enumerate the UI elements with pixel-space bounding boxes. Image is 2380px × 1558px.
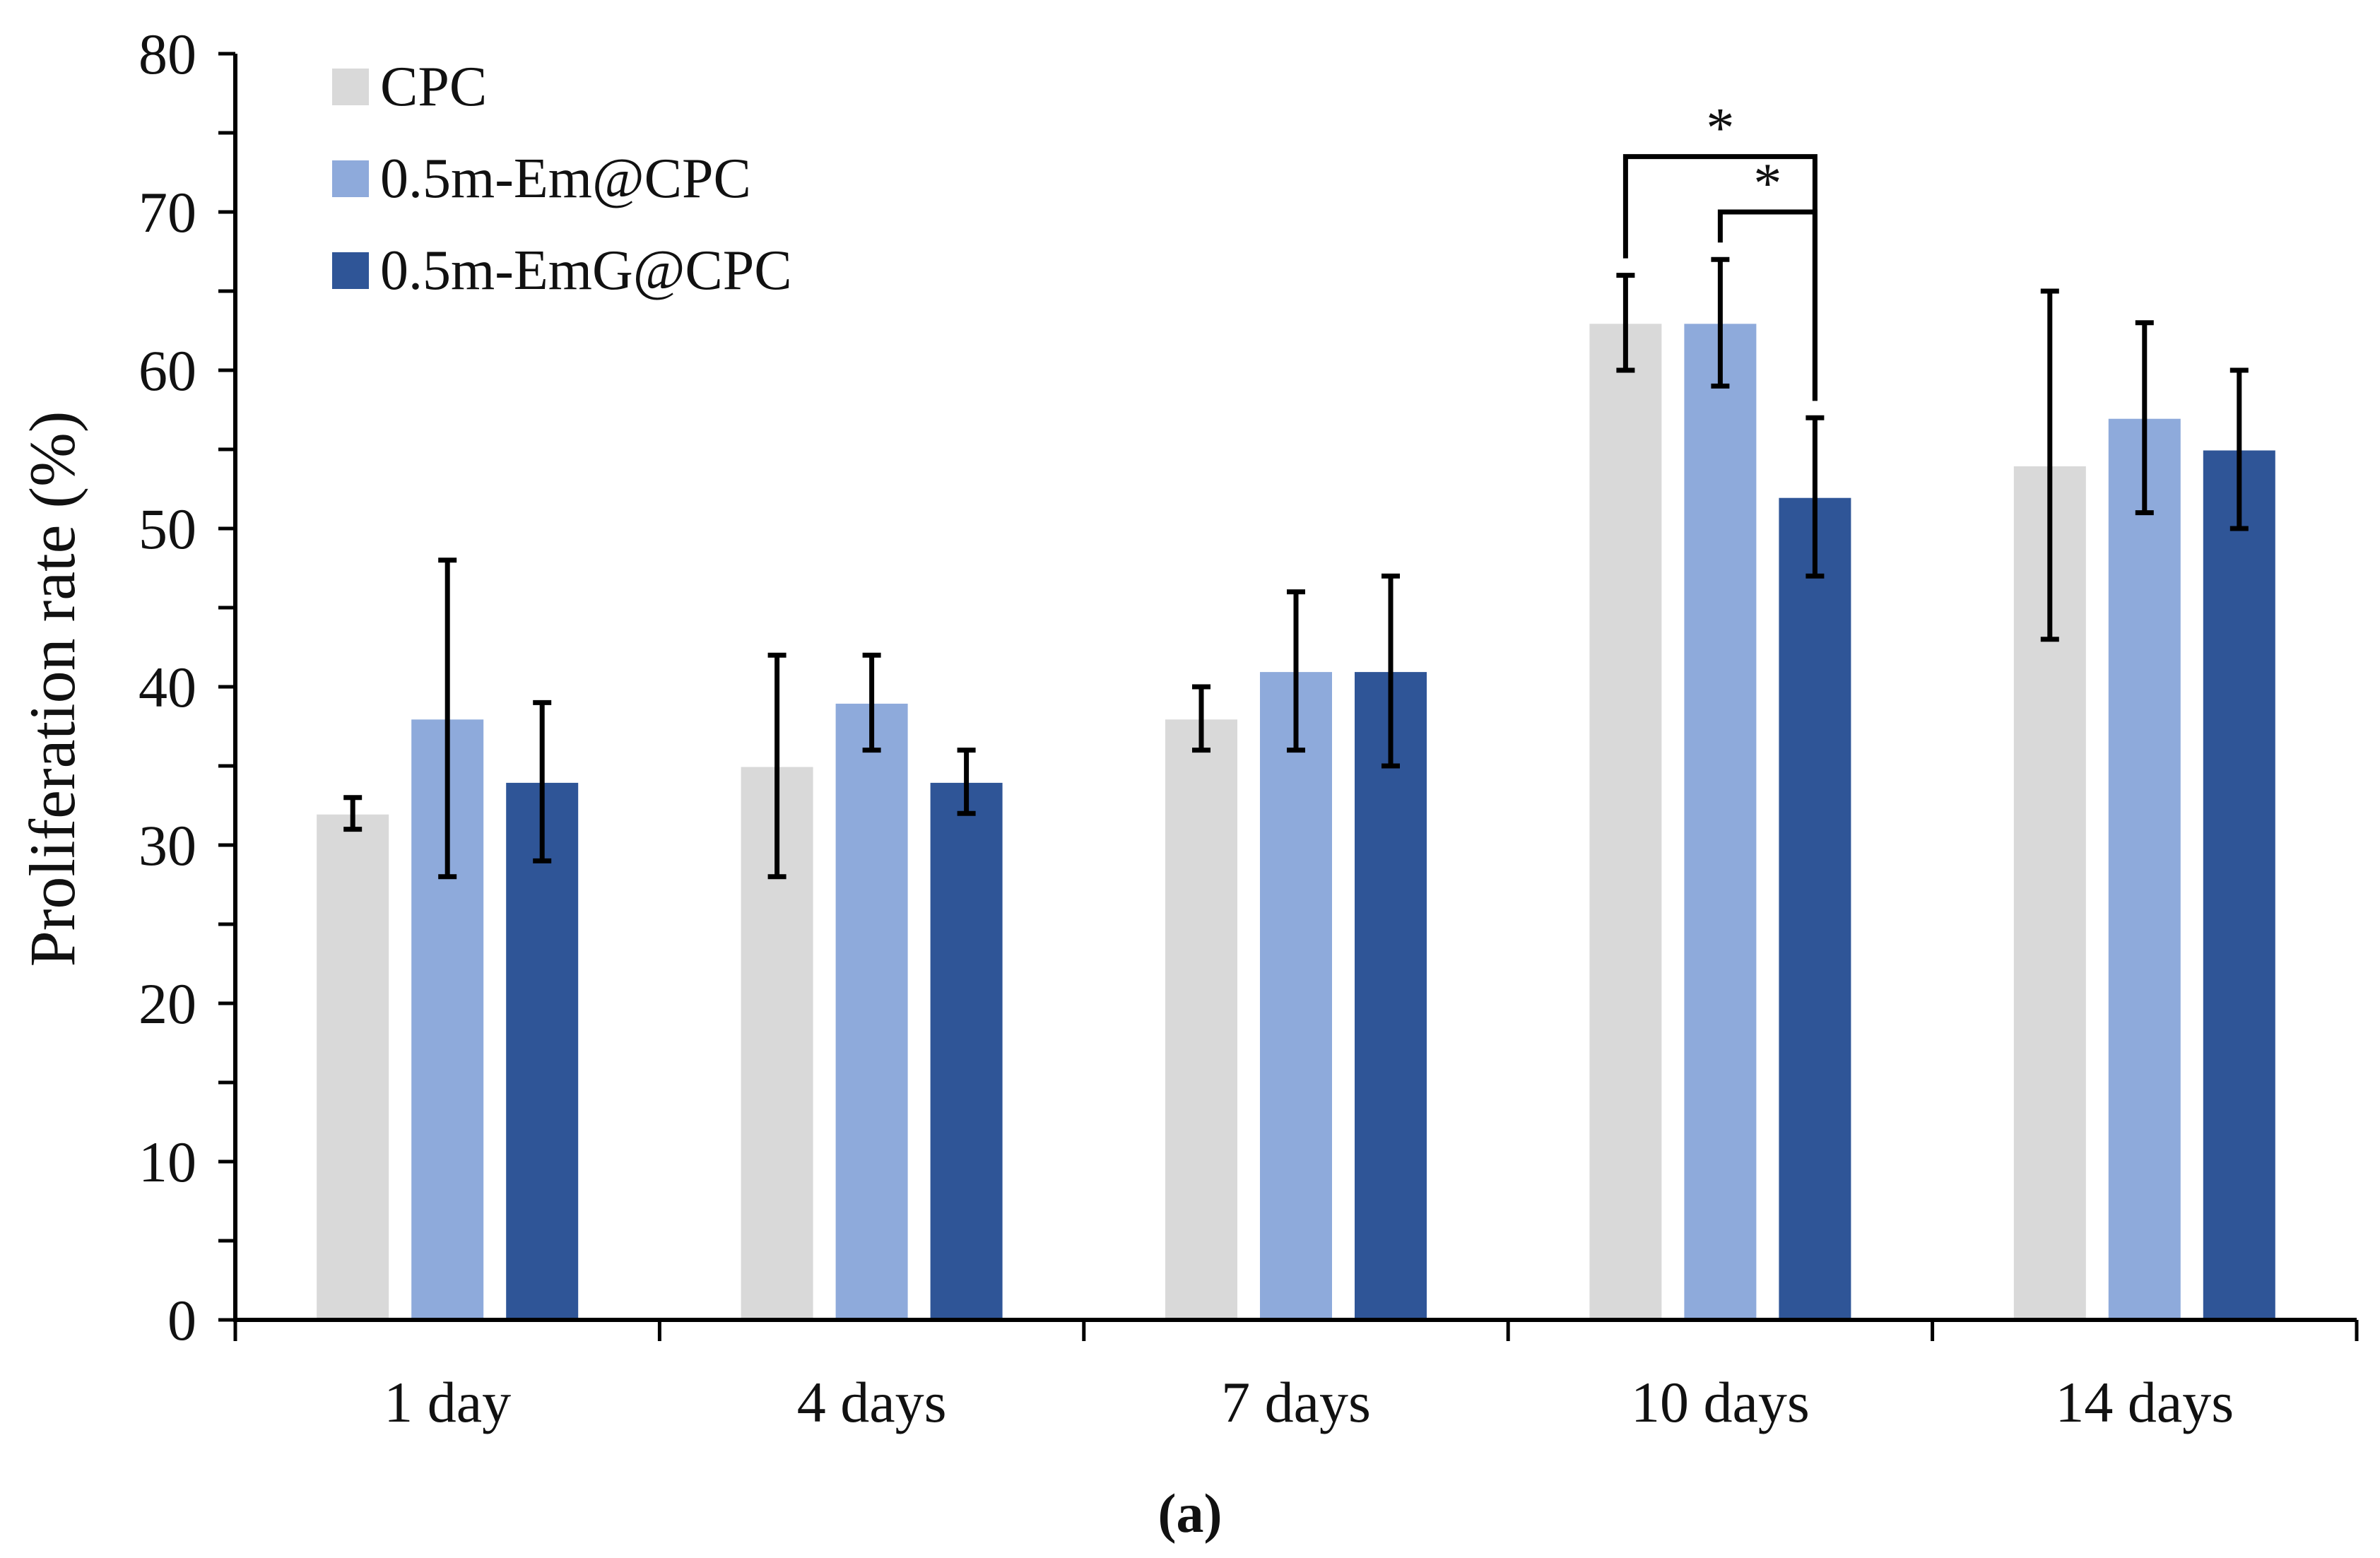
bar-s2-c1 [928, 780, 1005, 1321]
bars-layer [314, 321, 2278, 1321]
error-bar-s1-c2 [1287, 589, 1305, 753]
error-bars-layer [343, 256, 2249, 880]
y-tick-label-20: 20 [139, 972, 196, 1036]
panel-label: (a) [1158, 1482, 1223, 1544]
bar-s2-c4 [2201, 448, 2278, 1321]
error-bar-s2-c2 [1382, 573, 1400, 769]
legend-label-2: 0.5m-EmG@CPC [380, 240, 792, 302]
bar-s2-c0 [504, 780, 581, 1321]
bar-s0-c2 [1163, 717, 1239, 1321]
y-tick-label-50: 50 [139, 497, 196, 561]
legend-swatch-0 [332, 69, 369, 105]
axes-layer [218, 52, 2359, 1341]
bar-s2-c3 [1777, 495, 1854, 1321]
x-category-label-4: 14 days [2055, 1370, 2234, 1434]
error-bar-s0-c1 [767, 652, 787, 880]
x-category-label-2: 7 days [1221, 1370, 1371, 1434]
y-tick-label-40: 40 [139, 655, 196, 719]
error-bar-s1-c3 [1711, 256, 1730, 389]
error-bar-s0-c3 [1616, 273, 1635, 373]
significance-star-0: * [1706, 98, 1734, 160]
x-category-label-3: 10 days [1631, 1370, 1810, 1434]
bar-s0-c3 [1587, 321, 1664, 1321]
y-tick-label-10: 10 [139, 1130, 196, 1194]
legend-swatch-1 [332, 160, 369, 197]
legend: CPC 0.5m-Em@CPC 0.5m-EmG@CPC [332, 56, 792, 302]
bar-s1-c2 [1258, 670, 1334, 1321]
significance-star-1: * [1753, 153, 1781, 215]
y-tick-label-0: 0 [167, 1288, 196, 1352]
legend-swatch-2 [332, 252, 369, 289]
x-category-label-0: 1 day [384, 1370, 511, 1434]
error-bar-s0-c2 [1192, 684, 1210, 753]
error-bar-s2-c4 [2229, 367, 2249, 531]
y-tick-label-80: 80 [139, 22, 196, 86]
bar-s1-c3 [1682, 321, 1759, 1321]
significance-bracket-1: * [1717, 153, 1818, 401]
error-bar-s1-c0 [438, 557, 457, 880]
bar-s0-c0 [314, 812, 391, 1321]
legend-label-1: 0.5m-Em@CPC [380, 148, 751, 210]
legend-label-0: CPC [380, 56, 487, 118]
legend-item-1: 0.5m-Em@CPC [332, 148, 751, 210]
bar-s1-c1 [833, 701, 910, 1321]
y-tick-label-30: 30 [139, 813, 196, 878]
bar-s1-c4 [2106, 416, 2183, 1321]
error-bar-s0-c4 [2040, 288, 2059, 642]
legend-item-2: 0.5m-EmG@CPC [332, 240, 792, 302]
significance-bracket-0: * [1622, 98, 1818, 401]
x-category-label-1: 4 days [797, 1370, 947, 1434]
y-axis-title: Proliferation rate (%) [16, 411, 88, 967]
y-tick-label-70: 70 [139, 180, 196, 244]
error-bar-s2-c0 [533, 700, 552, 863]
labels-layer: 0 10 20 30 40 50 60 70 80 1 day 4 days 7 days 10 day… [139, 22, 2234, 1434]
error-bar-s2-c1 [957, 748, 976, 816]
y-tick-label-60: 60 [139, 338, 196, 403]
significance-layer: ** [1622, 98, 1818, 401]
error-bar-s1-c1 [862, 652, 881, 753]
error-bar-s2-c3 [1805, 415, 1825, 579]
error-bar-s0-c0 [343, 795, 363, 832]
legend-item-0: CPC [332, 56, 487, 118]
error-bar-s1-c4 [2135, 320, 2154, 516]
